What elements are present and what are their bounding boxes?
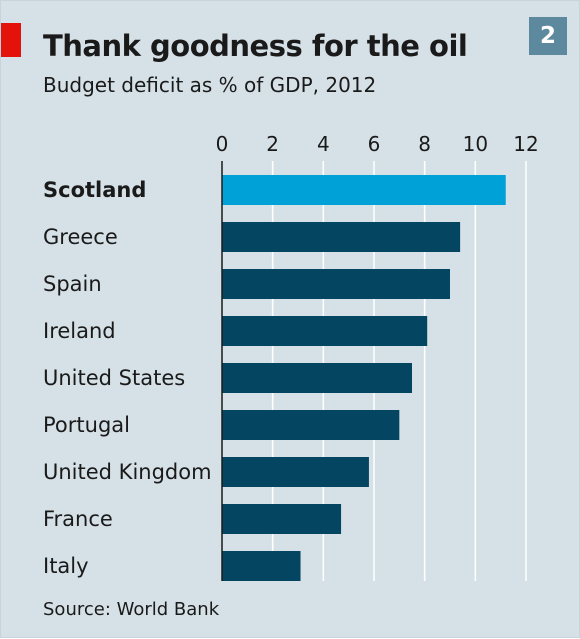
x-tick-label-10: 10 — [463, 132, 488, 156]
x-tick-label-2: 2 — [266, 132, 279, 156]
category-label-united-kingdom: United Kingdom — [43, 460, 212, 484]
x-tick-label-12: 12 — [513, 132, 538, 156]
category-label-greece: Greece — [43, 225, 118, 249]
category-label-france: France — [43, 507, 113, 531]
x-tick-label-6: 6 — [368, 132, 381, 156]
category-label-italy: Italy — [43, 554, 89, 578]
bar-united-kingdom — [222, 457, 369, 487]
chart-title: Thank goodness for the oil — [43, 29, 468, 63]
bar-united-states — [222, 363, 412, 393]
bar-ireland — [222, 316, 428, 346]
category-label-spain: Spain — [43, 272, 102, 296]
source-note: Source: World Bank — [43, 599, 220, 620]
bar-spain — [222, 269, 450, 299]
bar-greece — [222, 222, 461, 252]
category-label-ireland: Ireland — [43, 319, 116, 343]
x-tick-label-8: 8 — [418, 132, 431, 156]
x-tick-label-4: 4 — [317, 132, 330, 156]
category-label-portugal: Portugal — [43, 413, 130, 437]
chart-subtitle: Budget deficit as % of GDP, 2012 — [43, 73, 377, 97]
bar-scotland — [222, 175, 506, 205]
bar-france — [222, 504, 342, 534]
bar-portugal — [222, 410, 400, 440]
category-label-scotland: Scotland — [43, 178, 146, 202]
chart-number-badge: 2 — [529, 17, 567, 55]
accent-tab — [1, 23, 21, 57]
bar-italy — [222, 551, 301, 581]
category-label-united-states: United States — [43, 366, 185, 390]
x-tick-label-0: 0 — [216, 132, 229, 156]
